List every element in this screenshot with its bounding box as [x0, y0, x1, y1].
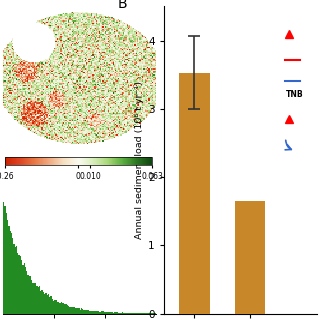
- Polygon shape: [3, 202, 156, 314]
- Bar: [179, 73, 210, 314]
- Text: B: B: [118, 0, 128, 11]
- Text: TNB: TNB: [286, 90, 303, 99]
- Y-axis label: Annual sediment load (10⁸ t yr⁻¹): Annual sediment load (10⁸ t yr⁻¹): [135, 81, 144, 239]
- Bar: [235, 201, 265, 314]
